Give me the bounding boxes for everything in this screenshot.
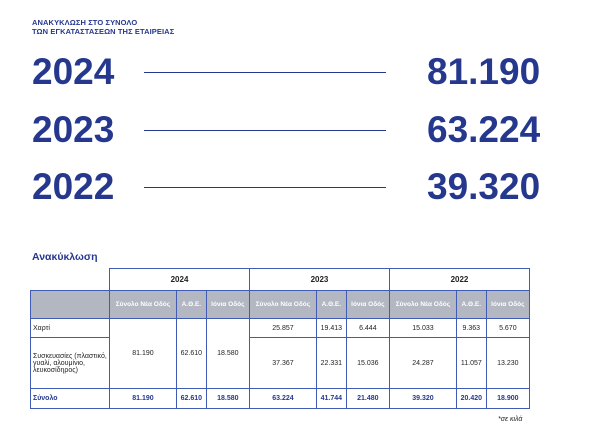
subheader: Σύνολο Νέα Οδός	[109, 290, 177, 319]
value: 63.224	[427, 109, 541, 150]
divider	[144, 130, 386, 131]
cell: 63.224	[248, 388, 317, 409]
cell: 15.033	[388, 318, 457, 338]
year-header-row: 2024 2023 2022	[30, 268, 531, 291]
total-row: 2024 81.190	[32, 50, 540, 94]
cell: 62.610	[175, 318, 207, 389]
subheader: Ιόνια Οδός	[205, 290, 250, 319]
empty-cell	[30, 268, 110, 291]
cell: 13.230	[485, 337, 531, 389]
table-row: Σύνολο 81.190 62.610 18.580 63.224 41.74…	[30, 388, 531, 409]
divider	[144, 72, 386, 73]
cell: 81.190	[109, 318, 177, 389]
row-label: Σύνολο	[30, 388, 110, 409]
subheader: Α.Θ.Ε.	[455, 290, 487, 319]
year-header: 2022	[388, 268, 531, 291]
year: 2022	[32, 166, 115, 207]
subheader-row: Σύνολο Νέα Οδός Α.Θ.Ε. Ιόνια Οδός Σύνολο…	[30, 290, 531, 319]
cell: 9.363	[455, 318, 487, 338]
cell: 21.480	[345, 388, 390, 409]
cell: 18.900	[485, 388, 531, 409]
year: 2023	[32, 109, 115, 150]
cell: 25.857	[248, 318, 317, 338]
footnote: *σε κιλά	[498, 416, 523, 423]
value: 81.190	[427, 51, 541, 92]
table-row: Συσκευασίες (πλαστικό, γυαλί, αλουμίνιο,…	[30, 337, 531, 389]
cell: 19.413	[315, 318, 347, 338]
cell: 18.580	[205, 318, 250, 389]
heading-line: ΑΝΑΚΥΚΛΩΣΗ ΣΤΟ ΣΥΝΟΛΟ	[32, 18, 138, 27]
cell: 24.287	[388, 337, 457, 389]
divider	[144, 187, 386, 188]
year-header: 2023	[248, 268, 390, 291]
subheader: Σύνολο Νέα Οδός	[248, 290, 317, 319]
heading: ΑΝΑΚΥΚΛΩΣΗ ΣΤΟ ΣΥΝΟΛΟ ΤΩΝ ΕΓΚΑΤΑΣΤΑΣΕΩΝ …	[32, 18, 174, 36]
empty-cell	[30, 290, 110, 319]
subheader: Ιόνια Οδός	[345, 290, 390, 319]
cell: 15.036	[345, 337, 390, 389]
cell: 22.331	[315, 337, 347, 389]
cell: 41.744	[315, 388, 347, 409]
table: 2024 2023 2022 Σύνολο Νέα Οδός Α.Θ.Ε. Ιό…	[30, 268, 531, 409]
table-row: Χαρτί 81.190 62.610 18.580 25.857 19.413…	[30, 318, 531, 389]
cell: 39.320	[388, 388, 457, 409]
cell: 62.610	[175, 388, 207, 409]
heading-line: ΤΩΝ ΕΓΚΑΤΑΣΤΑΣΕΩΝ ΤΗΣ ΕΤΑΙΡΕΙΑΣ	[32, 27, 175, 36]
cell: 18.580	[205, 388, 250, 409]
total-row: 2023 63.224	[32, 108, 540, 152]
row-label: Συσκευασίες (πλαστικό, γυαλί, αλουμίνιο,…	[30, 337, 110, 389]
subheader: Ιόνια Οδός	[485, 290, 531, 319]
table-title: Ανακύκλωση	[32, 251, 98, 263]
cell: 11.057	[455, 337, 487, 389]
total-row: 2022 39.320	[32, 165, 540, 209]
cell: 20.420	[455, 388, 487, 409]
cell: 37.367	[248, 337, 317, 389]
cell: 81.190	[109, 388, 177, 409]
value: 39.320	[427, 166, 541, 207]
subheader: Α.Θ.Ε.	[175, 290, 207, 319]
subheader: Α.Θ.Ε.	[315, 290, 347, 319]
cell: 6.444	[345, 318, 390, 338]
row-label: Χαρτί	[30, 318, 110, 338]
year-header: 2024	[109, 268, 250, 291]
subheader: Σύνολο Νέα Οδός	[388, 290, 457, 319]
cell: 5.670	[485, 318, 531, 338]
year: 2024	[32, 51, 115, 92]
